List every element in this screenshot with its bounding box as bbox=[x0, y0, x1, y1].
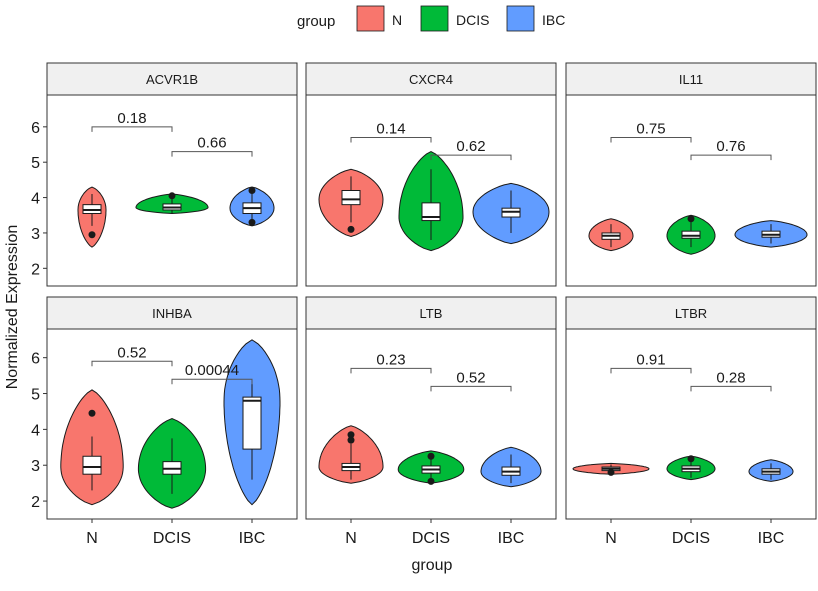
strip-label-ltb: LTB bbox=[420, 306, 443, 321]
x-tick-label-ibc: IBC bbox=[239, 530, 266, 547]
strip-ltbr bbox=[565, 296, 817, 330]
p-value-label-acvr1b: 0.66 bbox=[197, 135, 226, 152]
strip-label-ltbr: LTBR bbox=[675, 306, 707, 321]
outlier-acvr1b-dcis bbox=[168, 192, 176, 200]
comparison-bracket-acvr1b bbox=[91, 126, 173, 132]
comparison-bracket-inhba bbox=[91, 360, 173, 367]
p-value-label-inhba: 0.52 bbox=[117, 344, 146, 361]
legend-key-dcis bbox=[420, 5, 449, 32]
p-value-label-il11: 0.76 bbox=[716, 138, 745, 155]
box-inhba-n bbox=[82, 455, 102, 475]
panel-border-ltb bbox=[305, 328, 557, 520]
legend-title: group bbox=[297, 13, 335, 30]
p-value-label-ltbr: 0.91 bbox=[636, 351, 665, 368]
outlier-inhba-n bbox=[88, 409, 96, 417]
legend: group N DCIS IBC bbox=[297, 5, 565, 32]
y-axis-title: Normalized Expression bbox=[4, 225, 21, 390]
y-tick-label: 2 bbox=[31, 261, 40, 278]
x-tick-label-ibc: IBC bbox=[498, 530, 525, 547]
p-value-label-cxcr4: 0.62 bbox=[456, 138, 485, 155]
y-tick-label: 4 bbox=[31, 191, 40, 208]
outlier-il11-dcis bbox=[687, 215, 695, 223]
strip-label-acvr1b: ACVR1B bbox=[146, 72, 198, 87]
box-il11-dcis bbox=[681, 230, 701, 239]
comparison-bracket-cxcr4 bbox=[430, 154, 512, 161]
comparison-bracket-cxcr4 bbox=[350, 136, 432, 143]
comparison-bracket-il11 bbox=[690, 154, 772, 161]
panel-cxcr4: CXCR4 0.14 0.62 bbox=[305, 62, 557, 287]
y-tick-label: 5 bbox=[31, 155, 40, 172]
x-tick-label-n: N bbox=[86, 530, 98, 547]
p-value-label-ltb: 0.23 bbox=[376, 351, 405, 368]
p-value-label-il11: 0.75 bbox=[636, 120, 665, 137]
panel-border-il11 bbox=[565, 94, 817, 287]
panel-ltbr: LTBR N DCIS IBC 0.91 0.28 bbox=[565, 296, 817, 547]
y-tick-label: 6 bbox=[31, 351, 40, 368]
strip-label-il11: IL11 bbox=[679, 72, 703, 87]
outlier-ltb-dcis bbox=[427, 452, 435, 460]
p-value-label-acvr1b: 0.18 bbox=[117, 110, 146, 127]
panel-border-ltbr bbox=[565, 328, 817, 520]
comparison-bracket-ltb bbox=[430, 385, 512, 392]
x-axis-title: group bbox=[412, 557, 453, 574]
legend-key-n bbox=[356, 5, 385, 32]
legend-label-ibc: IBC bbox=[542, 12, 565, 28]
legend-label-dcis: DCIS bbox=[456, 12, 489, 28]
comparison-bracket-ltb bbox=[350, 367, 432, 374]
comparison-bracket-il11 bbox=[610, 136, 692, 143]
outlier-ltb-n bbox=[347, 436, 355, 444]
comparison-bracket-ltbr bbox=[610, 367, 692, 374]
outlier-acvr1b-ibc bbox=[248, 187, 256, 194]
p-value-label-inhba: 0.00044 bbox=[185, 362, 239, 379]
x-tick-label-n: N bbox=[345, 530, 357, 547]
outlier-acvr1b-n bbox=[88, 231, 96, 239]
x-tick-label-dcis: DCIS bbox=[672, 530, 710, 547]
strip-label-cxcr4: CXCR4 bbox=[409, 72, 453, 87]
box-cxcr4-n bbox=[341, 190, 361, 206]
strip-il11 bbox=[565, 62, 817, 96]
outlier-ltb-n bbox=[347, 431, 355, 439]
p-value-label-ltb: 0.52 bbox=[456, 369, 485, 386]
comparison-bracket-ltbr bbox=[690, 385, 772, 392]
box-inhba-ibc bbox=[242, 396, 262, 450]
panel-ltb: LTB N DCIS IBC 0.23 0.52 bbox=[305, 296, 557, 547]
panel-inhba: INHBA 2 3 4 5 6 N DCIS IBC 0.52 0.00044 bbox=[31, 296, 298, 547]
y-tick-label: 3 bbox=[31, 458, 40, 475]
x-tick-label-dcis: DCIS bbox=[412, 530, 450, 547]
strip-inhba bbox=[46, 296, 298, 330]
y-tick-label: 5 bbox=[31, 387, 40, 404]
x-tick-label-dcis: DCIS bbox=[153, 530, 191, 547]
outlier-ltbr-dcis bbox=[687, 455, 695, 463]
y-tick-label: 2 bbox=[31, 494, 40, 511]
comparison-bracket-acvr1b bbox=[171, 151, 253, 157]
strip-ltb bbox=[305, 296, 557, 330]
p-value-label-cxcr4: 0.14 bbox=[376, 120, 405, 137]
x-tick-label-ibc: IBC bbox=[758, 530, 785, 547]
outlier-cxcr4-n bbox=[347, 225, 355, 233]
y-tick-label: 3 bbox=[31, 226, 40, 243]
y-tick-label: 4 bbox=[31, 422, 40, 439]
p-value-label-ltbr: 0.28 bbox=[716, 369, 745, 386]
strip-acvr1b bbox=[46, 62, 298, 96]
panel-il11: IL11 0.75 0.76 bbox=[565, 62, 817, 287]
outlier-ltbr-n bbox=[607, 468, 615, 476]
comparison-bracket-inhba bbox=[171, 378, 253, 385]
y-tick-label: 6 bbox=[31, 120, 40, 137]
facet-panels: ACVR1B 2 3 4 5 6 0.18 0.66 CXCR4 0.14 0.62 IL11 0.75… bbox=[31, 62, 817, 547]
strip-cxcr4 bbox=[305, 62, 557, 96]
x-tick-label-n: N bbox=[605, 530, 617, 547]
outlier-ltb-dcis bbox=[427, 477, 435, 485]
panel-acvr1b: ACVR1B 2 3 4 5 6 0.18 0.66 bbox=[31, 62, 298, 287]
strip-label-inhba: INHBA bbox=[152, 306, 192, 321]
outlier-acvr1b-ibc bbox=[248, 218, 256, 226]
legend-label-n: N bbox=[392, 12, 402, 28]
legend-key-ibc bbox=[506, 5, 535, 32]
